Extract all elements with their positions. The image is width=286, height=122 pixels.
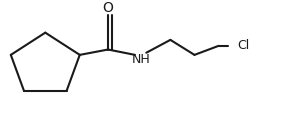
Text: NH: NH xyxy=(131,53,150,66)
Text: O: O xyxy=(103,1,114,15)
Text: Cl: Cl xyxy=(237,39,249,52)
